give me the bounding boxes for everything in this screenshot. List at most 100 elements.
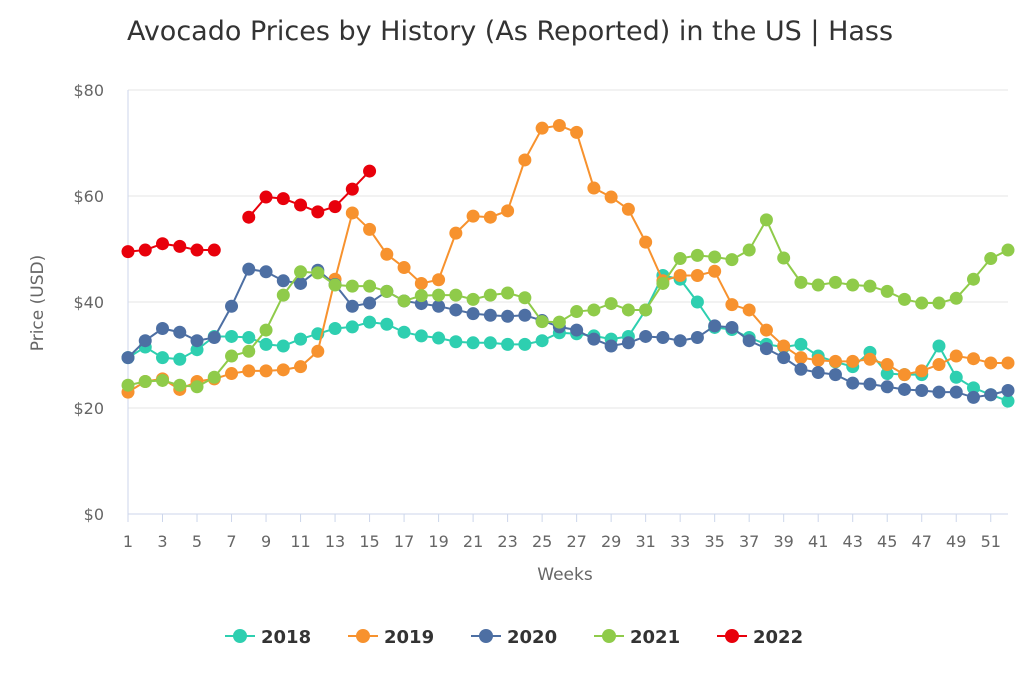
- data-point-2019[interactable]: [552, 119, 566, 133]
- data-point-2019[interactable]: [311, 344, 325, 358]
- data-point-2020[interactable]: [483, 308, 497, 322]
- data-point-2021[interactable]: [138, 375, 152, 388]
- data-point-2019[interactable]: [742, 303, 756, 317]
- data-point-2020[interactable]: [673, 334, 687, 348]
- data-point-2021[interactable]: [932, 296, 946, 310]
- data-point-2018[interactable]: [794, 337, 808, 351]
- data-point-2021[interactable]: [966, 272, 980, 286]
- data-point-2018[interactable]: [225, 329, 239, 343]
- data-point-2022[interactable]: [311, 205, 325, 219]
- data-point-2019[interactable]: [811, 353, 825, 367]
- data-point-2020[interactable]: [207, 331, 221, 345]
- legend-item-2021[interactable]: 2021: [594, 627, 680, 648]
- data-point-2020[interactable]: [656, 331, 670, 345]
- data-point-2019[interactable]: [535, 121, 549, 135]
- data-point-2019[interactable]: [363, 222, 377, 236]
- data-point-2020[interactable]: [173, 325, 187, 339]
- data-point-2018[interactable]: [1001, 394, 1015, 408]
- data-point-2021[interactable]: [466, 292, 480, 306]
- data-point-2022[interactable]: [138, 243, 152, 257]
- data-point-2021[interactable]: [1001, 243, 1015, 257]
- data-point-2022[interactable]: [345, 182, 359, 196]
- data-point-2021[interactable]: [570, 305, 584, 319]
- data-point-2019[interactable]: [466, 209, 480, 223]
- data-point-2019[interactable]: [225, 367, 239, 381]
- data-point-2021[interactable]: [190, 380, 204, 394]
- data-point-2020[interactable]: [846, 376, 860, 390]
- data-point-2018[interactable]: [432, 331, 446, 345]
- data-point-2020[interactable]: [880, 380, 894, 394]
- data-point-2021[interactable]: [121, 378, 135, 392]
- data-point-2020[interactable]: [949, 385, 963, 399]
- data-point-2019[interactable]: [1001, 356, 1015, 370]
- legend-item-2022[interactable]: 2022: [717, 627, 803, 648]
- data-point-2020[interactable]: [742, 334, 756, 348]
- data-point-2022[interactable]: [294, 198, 308, 212]
- data-point-2021[interactable]: [604, 297, 618, 311]
- data-point-2021[interactable]: [276, 288, 290, 302]
- data-point-2020[interactable]: [639, 329, 653, 343]
- data-point-2021[interactable]: [777, 251, 791, 265]
- data-point-2021[interactable]: [156, 373, 170, 387]
- data-point-2020[interactable]: [966, 390, 980, 404]
- data-point-2021[interactable]: [915, 296, 929, 310]
- data-point-2018[interactable]: [190, 343, 204, 357]
- legend-item-2019[interactable]: 2019: [348, 627, 434, 648]
- legend-item-2018[interactable]: 2018: [225, 627, 311, 648]
- data-point-2019[interactable]: [690, 269, 704, 282]
- data-point-2019[interactable]: [828, 354, 842, 368]
- data-point-2021[interactable]: [311, 266, 325, 280]
- data-point-2019[interactable]: [777, 339, 791, 353]
- data-point-2020[interactable]: [501, 309, 515, 323]
- data-point-2022[interactable]: [363, 164, 377, 178]
- data-point-2019[interactable]: [604, 190, 618, 204]
- data-point-2019[interactable]: [915, 364, 929, 378]
- data-point-2020[interactable]: [915, 384, 929, 398]
- data-point-2020[interactable]: [259, 265, 273, 279]
- data-point-2021[interactable]: [725, 253, 739, 267]
- data-point-2020[interactable]: [294, 276, 308, 290]
- data-point-2021[interactable]: [242, 344, 256, 358]
- data-point-2020[interactable]: [604, 339, 618, 353]
- data-point-2018[interactable]: [518, 337, 532, 351]
- data-point-2019[interactable]: [966, 352, 980, 366]
- data-point-2019[interactable]: [639, 235, 653, 249]
- data-point-2020[interactable]: [708, 319, 722, 333]
- data-point-2021[interactable]: [621, 303, 635, 317]
- data-point-2020[interactable]: [432, 299, 446, 313]
- data-point-2019[interactable]: [673, 269, 687, 282]
- data-point-2021[interactable]: [397, 294, 411, 308]
- data-point-2018[interactable]: [483, 336, 497, 350]
- data-point-2018[interactable]: [949, 370, 963, 384]
- data-point-2021[interactable]: [414, 289, 428, 303]
- data-point-2021[interactable]: [880, 284, 894, 298]
- data-point-2021[interactable]: [518, 291, 532, 305]
- data-point-2021[interactable]: [259, 323, 273, 337]
- data-point-2019[interactable]: [725, 298, 739, 312]
- data-point-2018[interactable]: [259, 337, 273, 351]
- data-point-2019[interactable]: [259, 364, 273, 378]
- data-point-2018[interactable]: [156, 351, 170, 365]
- data-point-2020[interactable]: [190, 334, 204, 348]
- data-point-2018[interactable]: [294, 332, 308, 346]
- data-point-2020[interactable]: [121, 351, 135, 365]
- data-point-2018[interactable]: [345, 320, 359, 334]
- data-point-2018[interactable]: [690, 295, 704, 309]
- data-point-2021[interactable]: [483, 288, 497, 302]
- data-point-2022[interactable]: [276, 192, 290, 206]
- data-point-2020[interactable]: [225, 299, 239, 313]
- data-point-2020[interactable]: [984, 388, 998, 402]
- data-point-2018[interactable]: [276, 339, 290, 353]
- data-point-2018[interactable]: [501, 337, 515, 351]
- data-point-2019[interactable]: [380, 247, 394, 261]
- data-point-2019[interactable]: [570, 125, 584, 139]
- data-point-2022[interactable]: [259, 190, 273, 204]
- data-point-2022[interactable]: [207, 243, 221, 257]
- data-point-2019[interactable]: [449, 226, 463, 240]
- data-point-2021[interactable]: [328, 278, 342, 292]
- data-point-2022[interactable]: [156, 237, 170, 251]
- data-point-2018[interactable]: [932, 339, 946, 353]
- data-point-2021[interactable]: [742, 243, 756, 257]
- data-point-2018[interactable]: [380, 317, 394, 331]
- data-point-2021[interactable]: [173, 378, 187, 392]
